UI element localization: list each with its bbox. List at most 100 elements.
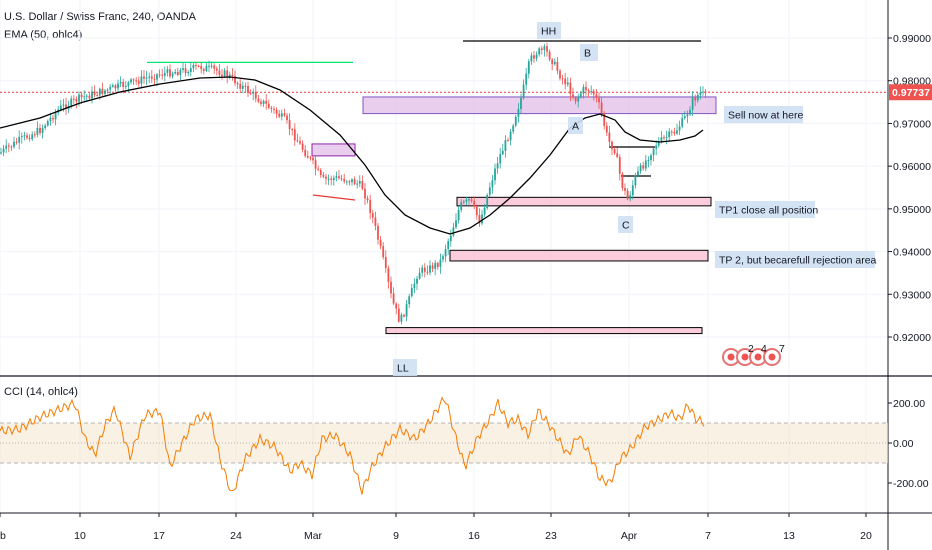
y-tick-label: 0.95000 xyxy=(893,204,931,216)
y-tick-label: 0.97000 xyxy=(893,118,931,130)
candle-body xyxy=(296,140,299,142)
candle-body xyxy=(150,76,153,79)
candle-body xyxy=(426,271,429,273)
candle-body xyxy=(522,84,525,98)
label-tp2: TP 2, but becarefull rejection area xyxy=(719,255,877,267)
candle-body xyxy=(221,74,223,77)
candle-body xyxy=(262,100,265,104)
candle-body xyxy=(540,48,543,50)
candle-body xyxy=(59,105,62,110)
y-tick-label: 0.92000 xyxy=(893,332,931,344)
tp1-zone[interactable] xyxy=(456,196,712,207)
candle-body xyxy=(0,152,2,154)
candle-body xyxy=(598,98,600,103)
candle-body xyxy=(98,88,101,96)
candle-body xyxy=(111,85,114,87)
x-tick-label: 23 xyxy=(545,530,557,542)
x-tick-label: 20 xyxy=(860,530,872,542)
resistance-zone-left[interactable] xyxy=(311,143,356,157)
candle-body xyxy=(423,267,426,272)
candle-body xyxy=(514,116,517,126)
candle-body xyxy=(88,95,91,99)
candle-body xyxy=(587,90,590,92)
label-hh-box xyxy=(537,22,561,39)
candle-body xyxy=(208,65,210,67)
candle-body xyxy=(592,91,595,95)
candle-body xyxy=(361,181,364,189)
candle-body xyxy=(275,109,278,114)
candle-body xyxy=(223,70,226,77)
red-support-line[interactable] xyxy=(312,194,356,201)
candle-body xyxy=(301,143,304,150)
candle-body xyxy=(192,65,195,69)
candle-body xyxy=(616,153,619,158)
label-hh: HH xyxy=(541,26,556,38)
candle-body xyxy=(678,126,681,131)
candle-body xyxy=(348,181,351,183)
candle-body xyxy=(343,178,346,182)
candle-body xyxy=(273,108,275,110)
candle-body xyxy=(379,239,382,247)
y-tick-label: 0.94000 xyxy=(893,247,931,259)
candle-body xyxy=(13,141,15,147)
candle-body xyxy=(345,181,348,183)
candle-body xyxy=(75,98,78,102)
cci-tick-label: 0.00 xyxy=(893,438,914,450)
candle-body xyxy=(686,114,689,117)
y-tick-label: 0.96000 xyxy=(893,161,931,173)
candle-body xyxy=(28,137,31,140)
candle-body xyxy=(182,68,184,71)
candle-body xyxy=(317,168,320,170)
candle-body xyxy=(366,198,369,201)
candle-body xyxy=(184,68,187,74)
candle-body xyxy=(205,66,208,71)
candle-body xyxy=(364,188,366,199)
candle-body xyxy=(369,200,372,214)
candle-body xyxy=(543,46,546,50)
tp2-zone[interactable] xyxy=(449,249,709,262)
cci-tick-label: -200.00 xyxy=(893,478,929,490)
candle-body xyxy=(392,293,395,304)
candle-body xyxy=(174,71,177,74)
event-flag-dot xyxy=(741,353,749,361)
candle-body xyxy=(676,130,678,134)
candle-body xyxy=(455,220,457,228)
candle-body xyxy=(696,94,699,101)
candle-body xyxy=(410,287,413,297)
candle-body xyxy=(650,155,652,161)
candle-body xyxy=(340,178,343,180)
label-c-box xyxy=(618,216,633,233)
candle-body xyxy=(213,65,216,69)
candle-body xyxy=(96,94,99,96)
candle-body xyxy=(52,117,54,120)
label-ll-box xyxy=(393,359,417,376)
sell-zone[interactable] xyxy=(362,96,717,115)
ll-zone[interactable] xyxy=(385,327,703,335)
candle-body xyxy=(481,214,483,224)
last-price-value: 0.97737 xyxy=(892,87,930,99)
candle-body xyxy=(527,61,530,74)
candle-body xyxy=(520,97,522,110)
candle-body xyxy=(387,268,390,282)
candle-body xyxy=(286,115,288,121)
candle-body xyxy=(574,97,577,102)
candle-body xyxy=(496,163,499,169)
candle-body xyxy=(78,94,80,102)
candle-body xyxy=(249,92,252,94)
candle-body xyxy=(145,77,148,79)
candle-body xyxy=(127,82,130,86)
candle-body xyxy=(416,278,418,284)
candle-body xyxy=(83,96,86,98)
candle-body xyxy=(691,97,694,110)
candle-body xyxy=(189,68,192,73)
candle-body xyxy=(137,80,140,84)
candle-body xyxy=(631,185,634,196)
candle-body xyxy=(325,176,327,179)
candle-body xyxy=(611,141,613,150)
candle-body xyxy=(608,132,611,142)
candle-body xyxy=(93,91,96,95)
candle-body xyxy=(210,65,213,67)
candle-body xyxy=(124,85,127,87)
candle-body xyxy=(395,303,398,309)
